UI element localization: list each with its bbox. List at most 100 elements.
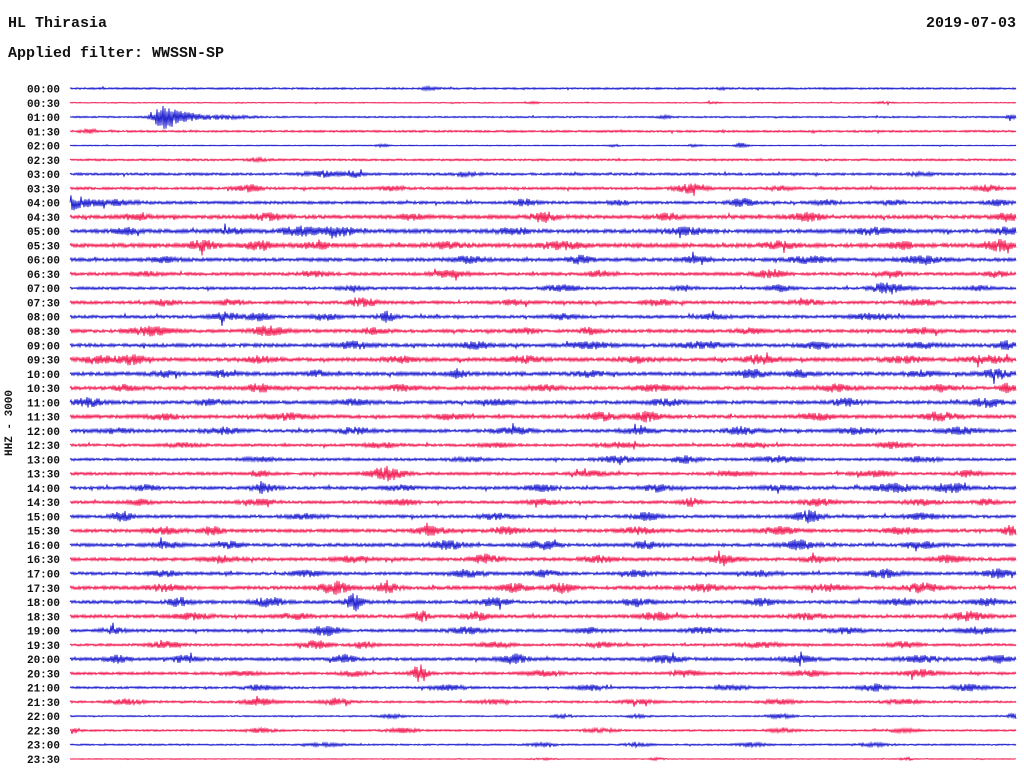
row-time-label: 05:00 <box>27 227 60 239</box>
trace-row-0730 <box>69 297 1017 308</box>
row-time-label: 10:00 <box>27 370 60 382</box>
row-time-label: 03:00 <box>27 170 60 182</box>
row-time-label: 00:00 <box>27 85 60 97</box>
row-time-label: 20:30 <box>27 669 60 681</box>
row-time-label: 10:30 <box>27 384 60 396</box>
trace-row-2300 <box>69 741 1017 749</box>
trace-row-0800 <box>69 310 1017 326</box>
row-time-label: 12:00 <box>27 427 60 439</box>
trace-row-0030 <box>69 99 1017 106</box>
row-time-label: 19:00 <box>27 627 60 639</box>
trace-row-1030 <box>69 382 1017 394</box>
row-time-label: 20:00 <box>27 655 60 667</box>
trace-row-1800 <box>69 593 1017 612</box>
row-time-label: 15:00 <box>27 513 60 525</box>
row-time-label: 08:30 <box>27 327 60 339</box>
trace-row-0000 <box>69 84 1017 92</box>
row-time-label: 01:00 <box>27 113 60 125</box>
trace-row-1530 <box>69 522 1017 537</box>
trace-row-1900 <box>69 622 1017 637</box>
row-time-label: 12:30 <box>27 441 60 453</box>
row-time-label: 02:00 <box>27 142 60 154</box>
trace-row-0530 <box>69 238 1017 256</box>
row-time-label: 15:30 <box>27 527 60 539</box>
trace-row-0430 <box>69 211 1017 223</box>
trace-row-0600 <box>69 251 1017 266</box>
trace-row-1230 <box>69 440 1017 450</box>
trace-row-1100 <box>69 397 1017 408</box>
trace-row-1000 <box>69 368 1017 385</box>
trace-row-0330 <box>69 183 1017 196</box>
row-time-label: 22:00 <box>27 712 60 724</box>
row-time-label: 14:30 <box>27 498 60 510</box>
trace-row-1500 <box>69 509 1017 524</box>
date-label: 2019-07-03 <box>925 15 1016 32</box>
trace-row-1400 <box>69 480 1017 495</box>
row-time-label: 04:30 <box>27 213 60 225</box>
row-time-label: 01:30 <box>27 127 60 139</box>
row-time-label: 05:30 <box>27 241 60 253</box>
row-time-label: 09:00 <box>27 341 60 353</box>
trace-row-1730 <box>69 579 1017 595</box>
row-time-label: 16:30 <box>27 555 60 567</box>
row-time-label: 13:00 <box>27 455 60 467</box>
trace-row-2200 <box>69 712 1017 720</box>
row-time-label: 21:30 <box>27 698 60 710</box>
trace-row-2030 <box>69 664 1017 682</box>
row-time-label: 02:30 <box>27 156 60 168</box>
trace-row-1130 <box>69 410 1017 423</box>
row-time-label: 23:30 <box>27 755 60 767</box>
row-time-label: 14:00 <box>27 484 60 496</box>
row-time-label: 17:00 <box>27 570 60 582</box>
row-time-label: 08:00 <box>27 313 60 325</box>
row-time-label: 09:30 <box>27 356 60 368</box>
trace-row-0830 <box>69 325 1017 337</box>
trace-row-1830 <box>69 610 1017 623</box>
trace-row-2100 <box>69 683 1017 692</box>
trace-row-0130 <box>69 127 1017 135</box>
trace-row-0230 <box>69 155 1017 164</box>
trace-row-1200 <box>69 423 1017 436</box>
trace-row-2230 <box>69 726 1017 735</box>
row-time-label: 07:30 <box>27 299 60 311</box>
trace-row-1300 <box>69 455 1017 466</box>
row-time-label: 11:30 <box>27 413 60 425</box>
trace-row-2000 <box>69 651 1017 667</box>
row-time-label: 21:00 <box>27 684 60 696</box>
row-time-label: 03:30 <box>27 184 60 196</box>
row-time-label: 00:30 <box>27 99 60 111</box>
trace-row-1930 <box>69 640 1017 650</box>
trace-row-1600 <box>69 537 1017 552</box>
row-time-label: 19:30 <box>27 641 60 653</box>
trace-row-0930 <box>69 352 1017 368</box>
row-time-label: 22:30 <box>27 726 60 738</box>
row-time-label: 13:30 <box>27 470 60 482</box>
trace-row-1700 <box>69 568 1017 579</box>
row-time-label: 18:00 <box>27 598 60 610</box>
row-time-label: 07:00 <box>27 284 60 296</box>
row-time-label: 16:00 <box>27 541 60 553</box>
trace-row-0300 <box>69 169 1017 179</box>
row-time-label: 11:00 <box>27 398 60 410</box>
trace-row-0400 <box>69 195 1017 211</box>
trace-row-2330 <box>69 756 1017 762</box>
trace-row-0700 <box>69 282 1017 295</box>
trace-row-1430 <box>69 497 1017 508</box>
row-time-label: 17:30 <box>27 584 60 596</box>
station-title: HL Thirasia <box>8 15 108 32</box>
trace-row-0100 <box>69 105 1017 129</box>
row-time-label: 23:00 <box>27 741 60 753</box>
trace-row-0900 <box>69 340 1017 351</box>
trace-row-2130 <box>69 695 1017 707</box>
trace-row-1630 <box>69 550 1017 567</box>
trace-row-1330 <box>69 465 1017 482</box>
trace-row-0630 <box>69 268 1017 281</box>
trace-row-0500 <box>69 223 1017 239</box>
row-time-label: 04:00 <box>27 199 60 211</box>
row-time-label: 18:30 <box>27 612 60 624</box>
trace-row-0200 <box>69 142 1017 149</box>
filter-label: Applied filter: WWSSN-SP <box>8 45 225 62</box>
row-time-label: 06:00 <box>27 256 60 268</box>
